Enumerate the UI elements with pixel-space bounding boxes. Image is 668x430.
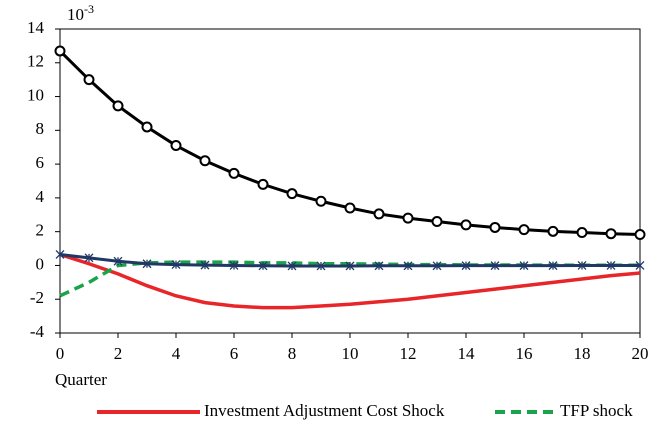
marker: [635, 260, 645, 270]
x-axis-label: Quarter: [55, 370, 107, 389]
marker: [199, 155, 211, 167]
y-tick-label: 8: [36, 119, 45, 138]
marker: [112, 100, 124, 112]
marker: [315, 195, 327, 207]
marker: [228, 167, 240, 179]
marker: [344, 202, 356, 214]
legend-label: TFP shock: [560, 401, 633, 420]
x-tick-label: 2: [114, 344, 123, 363]
marker: [142, 259, 152, 269]
marker: [605, 228, 617, 240]
marker: [54, 45, 66, 57]
y-tick-label: 0: [36, 254, 45, 273]
marker: [83, 74, 95, 86]
marker: [518, 224, 530, 236]
marker: [84, 253, 94, 263]
marker: [634, 229, 646, 241]
x-tick-label: 8: [288, 344, 297, 363]
x-tick-label: 10: [342, 344, 359, 363]
marker: [345, 261, 355, 271]
marker: [55, 250, 65, 259]
marker: [403, 261, 413, 271]
marker: [286, 188, 298, 200]
marker: [490, 261, 500, 271]
x-tick-label: 20: [632, 344, 649, 363]
marker: [577, 260, 587, 270]
x-tick-label: 14: [458, 344, 476, 363]
marker: [316, 261, 326, 271]
marker: [489, 221, 501, 233]
y-tick-label: 6: [36, 153, 45, 172]
x-tick-label: 4: [172, 344, 181, 363]
y-tick-label: 12: [27, 52, 44, 71]
y-scale-exponent: -3: [84, 2, 94, 16]
y-tick-label: 14: [27, 18, 45, 37]
marker: [171, 260, 181, 270]
y-tick-label: 10: [27, 85, 44, 104]
marker: [374, 261, 384, 271]
marker: [460, 219, 472, 231]
marker: [229, 260, 239, 270]
marker: [258, 261, 268, 271]
marker: [431, 216, 443, 228]
marker: [606, 260, 616, 270]
y-scale-base: 10: [67, 5, 84, 24]
x-tick-label: 18: [574, 344, 591, 363]
marker: [402, 212, 414, 224]
y-tick-label: 2: [36, 221, 45, 240]
marker: [461, 261, 471, 271]
marker: [519, 261, 529, 271]
marker: [373, 208, 385, 220]
marker: [113, 256, 123, 266]
marker: [548, 261, 558, 271]
marker: [547, 225, 559, 237]
x-tick-label: 6: [230, 344, 239, 363]
x-tick-label: 0: [56, 344, 65, 363]
marker: [141, 121, 153, 133]
marker: [432, 261, 442, 271]
x-tick-label: 16: [516, 344, 533, 363]
marker: [200, 260, 210, 270]
legend-label: Investment Adjustment Cost Shock: [204, 401, 445, 420]
series-line: [59, 252, 641, 310]
marker: [287, 261, 297, 271]
marker: [576, 227, 588, 239]
y-tick-label: 4: [36, 187, 45, 206]
y-tick-label: -2: [30, 288, 44, 307]
x-tick-label: 12: [400, 344, 417, 363]
marker: [170, 140, 182, 152]
y-tick-label: -4: [30, 322, 45, 341]
marker: [257, 178, 269, 190]
